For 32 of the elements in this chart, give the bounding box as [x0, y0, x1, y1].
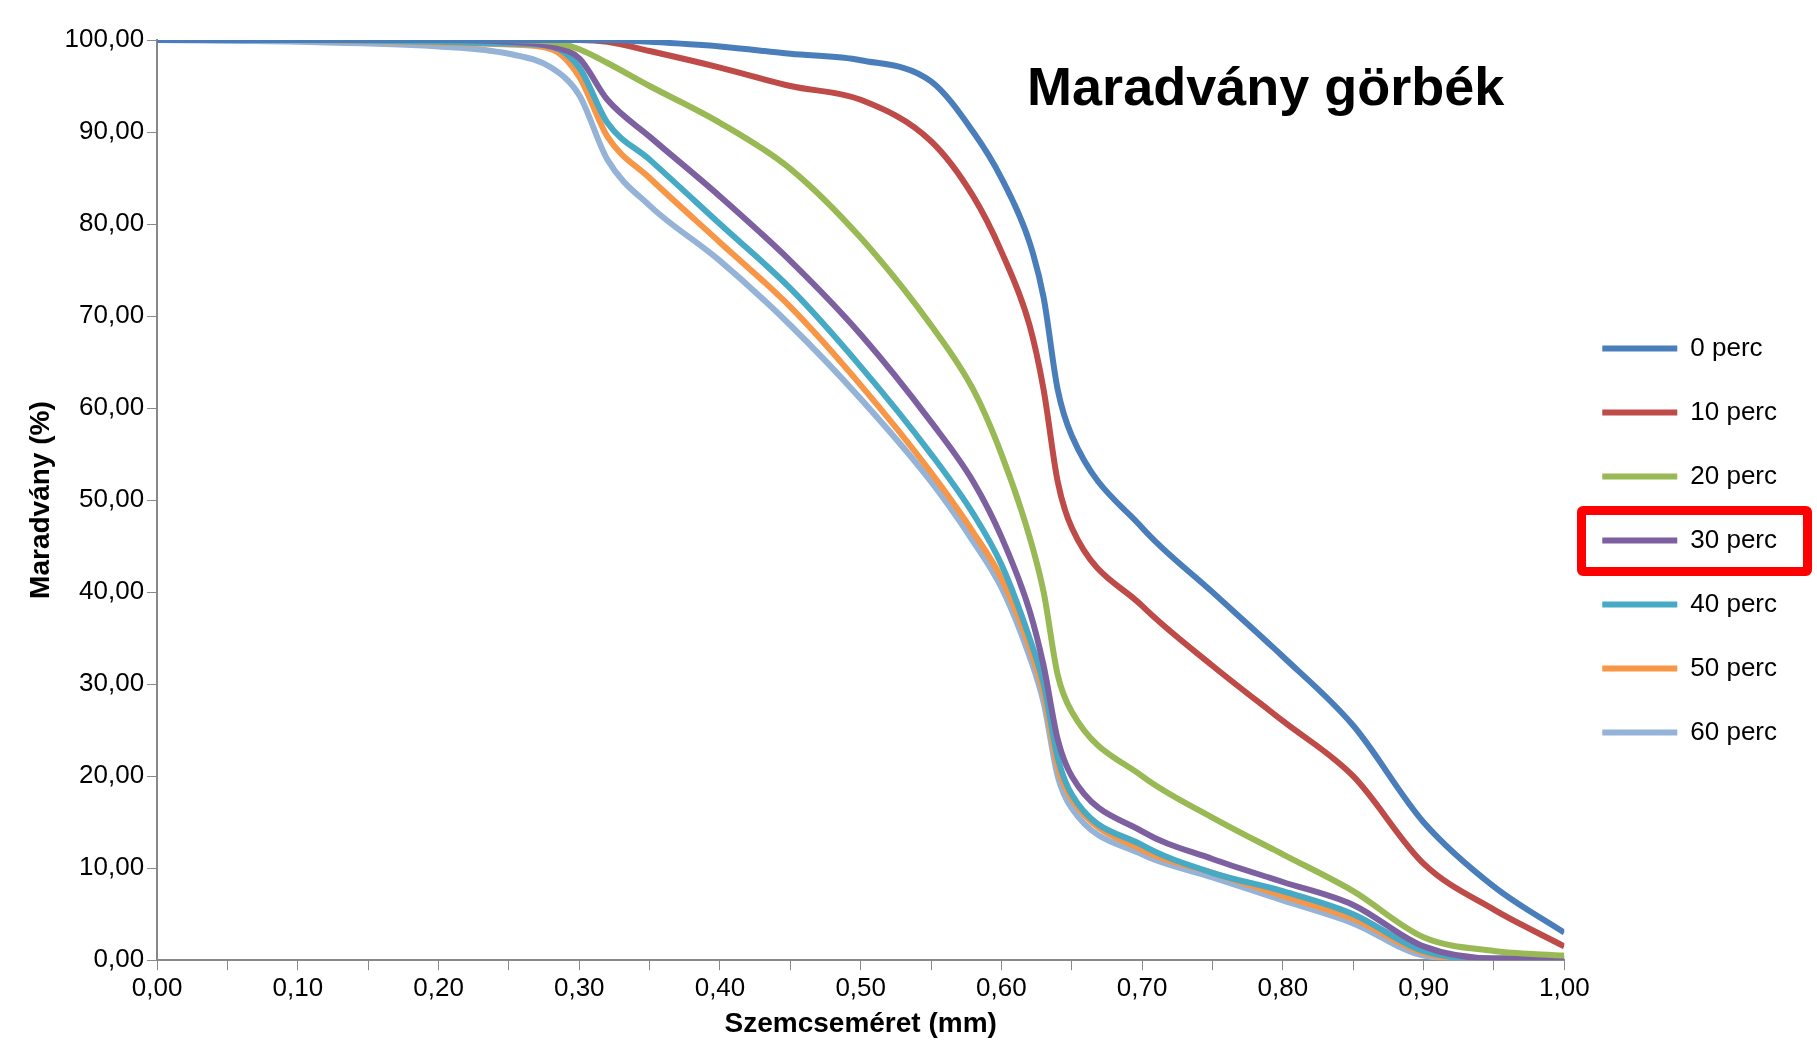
legend-label: 0 perc [1690, 331, 1763, 362]
legend-label: 10 perc [1690, 395, 1778, 426]
legend-label: 40 perc [1690, 587, 1778, 618]
x-tick-label: 0,30 [553, 971, 605, 1002]
x-tick-label: 0,90 [1398, 971, 1449, 1002]
x-tick-label: 0,80 [1257, 971, 1309, 1002]
y-tick-label: 80,00 [79, 207, 145, 238]
x-tick-label: 0,00 [131, 971, 183, 1002]
x-tick-label: 1,00 [1538, 971, 1590, 1002]
chart-title: Maradvány görbék [1027, 55, 1506, 116]
x-tick-label: 0,70 [1116, 971, 1168, 1002]
y-axis-title: Maradvány (%) [23, 401, 55, 599]
y-tick-label: 40,00 [79, 575, 145, 606]
y-tick-label: 90,00 [79, 115, 145, 146]
legend-label: 20 perc [1690, 459, 1778, 490]
x-tick-label: 0,60 [976, 971, 1027, 1002]
y-tick-label: 30,00 [79, 667, 145, 698]
y-tick-label: 20,00 [79, 759, 145, 790]
y-tick-label: 100,00 [64, 23, 145, 54]
legend-label: 50 perc [1690, 651, 1778, 682]
x-axis-title: Szemcseméret (mm) [724, 1006, 997, 1038]
legend-label: 30 perc [1690, 523, 1778, 554]
x-tick-label: 0,40 [694, 971, 746, 1002]
x-tick-label: 0,20 [413, 971, 464, 1002]
y-tick-label: 60,00 [79, 391, 145, 422]
x-tick-label: 0,50 [835, 971, 887, 1002]
y-tick-label: 70,00 [79, 299, 145, 330]
y-tick-label: 0,00 [93, 943, 145, 974]
x-tick-label: 0,10 [272, 971, 324, 1002]
y-tick-label: 50,00 [79, 483, 145, 514]
legend-label: 60 perc [1690, 715, 1778, 746]
y-tick-label: 10,00 [79, 851, 145, 882]
